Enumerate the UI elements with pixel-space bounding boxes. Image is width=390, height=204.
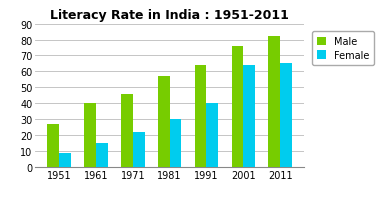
Bar <box>280 64 292 167</box>
Bar <box>133 132 145 167</box>
Bar <box>206 104 218 167</box>
Bar <box>232 47 243 167</box>
Bar <box>158 77 170 167</box>
Bar <box>96 143 108 167</box>
Bar <box>268 37 280 167</box>
Bar <box>195 66 206 167</box>
Bar <box>47 124 59 167</box>
Bar <box>84 104 96 167</box>
Title: Literacy Rate in India : 1951-2011: Literacy Rate in India : 1951-2011 <box>50 9 289 22</box>
Bar <box>243 66 255 167</box>
Bar <box>170 120 181 167</box>
Bar <box>59 153 71 167</box>
Legend: Male, Female: Male, Female <box>312 32 374 66</box>
Bar <box>121 94 133 167</box>
